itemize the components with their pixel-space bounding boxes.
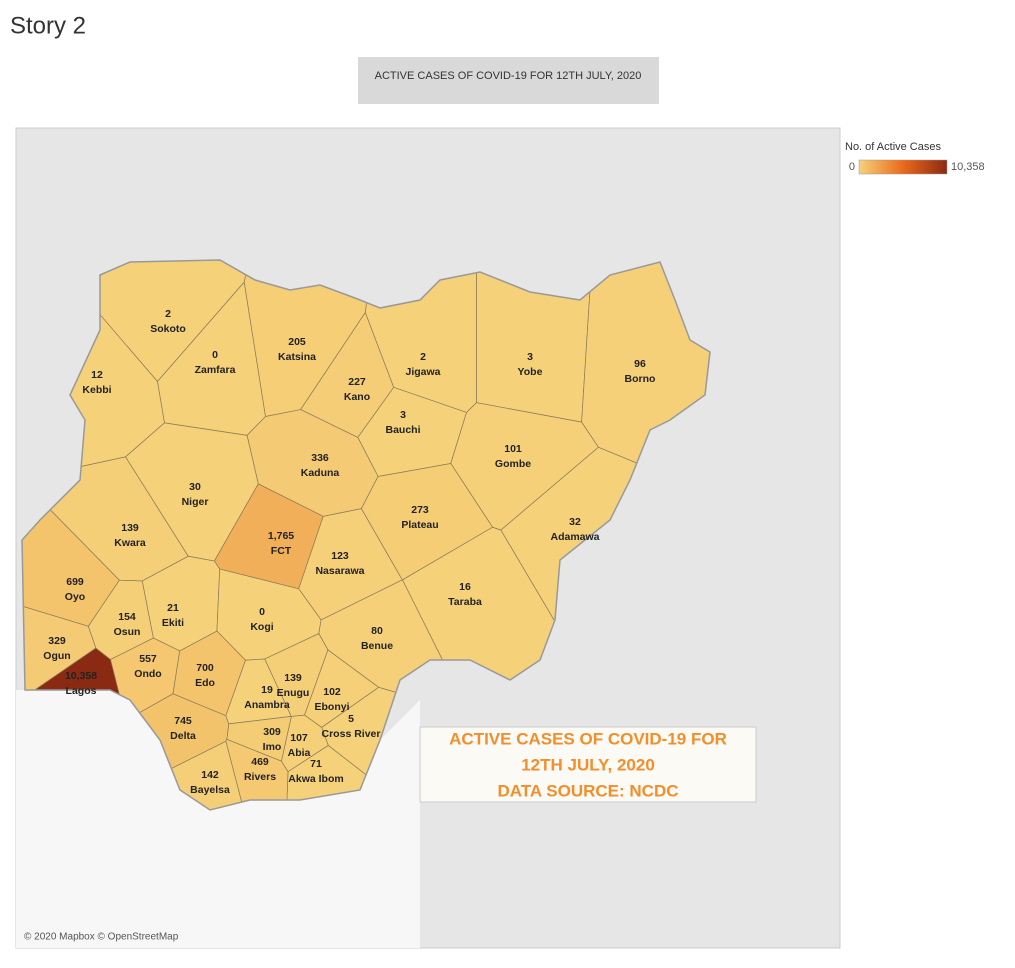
state-value: 205 — [288, 336, 306, 348]
state-value: 10,358 — [65, 670, 97, 682]
state-name: Kaduna — [301, 467, 340, 479]
state-value: 336 — [311, 452, 329, 464]
state-name: Anambra — [244, 699, 290, 711]
state-name: Edo — [195, 677, 215, 689]
state-value: 101 — [504, 443, 522, 455]
state-name: Osun — [114, 626, 141, 638]
state-name: Kebbi — [82, 384, 111, 396]
state-value: 3 — [527, 351, 533, 363]
state-name: Oyo — [65, 591, 85, 603]
state-value: 273 — [411, 504, 429, 516]
legend-bar — [858, 159, 948, 175]
state-value: 469 — [251, 756, 269, 768]
state-value: 1,765 — [268, 530, 294, 542]
state-name: Rivers — [244, 771, 276, 783]
state-name: Enugu — [277, 687, 310, 699]
state-value: 0 — [212, 349, 218, 361]
caption-box — [358, 57, 659, 104]
state-region — [225, 738, 289, 810]
state-name: Lagos — [66, 685, 97, 697]
state-name: Delta — [170, 730, 196, 742]
state-name: Katsina — [278, 351, 316, 363]
state-name: Akwa Ibom — [288, 773, 343, 785]
state-name: Adamawa — [550, 531, 599, 543]
state-name: Kano — [344, 391, 370, 403]
state-name: Bayelsa — [190, 784, 230, 796]
caption: ACTIVE CASES OF COVID-19 FOR 12TH JULY, … — [375, 70, 642, 82]
state-name: Gombe — [495, 458, 531, 470]
state-value: 21 — [167, 602, 179, 614]
state-value: 154 — [118, 611, 136, 623]
story-title: Story 2 — [10, 12, 86, 39]
state-name: Yobe — [518, 366, 543, 378]
state-value: 71 — [310, 758, 322, 770]
state-value: 0 — [259, 606, 265, 618]
legend-max: 10,358 — [951, 161, 985, 173]
state-value: 123 — [331, 550, 349, 562]
state-value: 102 — [323, 686, 341, 698]
state-name: Kwara — [114, 537, 146, 549]
attribution: © 2020 Mapbox © OpenStreetMap — [24, 932, 179, 943]
state-name: Ondo — [134, 668, 161, 680]
state-value: 16 — [459, 581, 471, 593]
state-value: 12 — [91, 369, 103, 381]
state-value: 745 — [174, 715, 192, 727]
state-value: 19 — [261, 684, 273, 696]
annotation-box — [419, 726, 757, 803]
state-value: 3 — [400, 409, 406, 421]
state-value: 309 — [263, 726, 281, 738]
state-value: 107 — [290, 732, 308, 744]
state-value: 96 — [634, 358, 646, 370]
state-name: Sokoto — [150, 323, 186, 335]
state-value: 139 — [121, 522, 139, 534]
state-name: Zamfara — [195, 364, 236, 376]
state-name: Kogi — [250, 621, 273, 633]
state-name: Taraba — [448, 596, 482, 608]
state-value: 557 — [139, 653, 157, 665]
state-value: 2 — [165, 308, 171, 320]
state-value: 139 — [284, 672, 302, 684]
legend-title: No. of Active Cases — [845, 141, 941, 153]
state-name: Ebonyi — [314, 701, 349, 713]
state-region — [22, 740, 281, 810]
legend-min: 0 — [849, 161, 855, 173]
state-name: Ogun — [43, 650, 70, 662]
state-labels: 2Sokoto0Zamfara12Kebbi205Katsina227Kano2… — [43, 308, 655, 796]
state-name: Abia — [288, 747, 311, 759]
state-value: 30 — [189, 481, 201, 493]
state-name: Benue — [361, 640, 393, 652]
state-name: Cross River — [322, 728, 381, 740]
state-value: 700 — [196, 662, 214, 674]
annotation: DATA SOURCE: NCDC — [497, 781, 678, 800]
state-name: Borno — [625, 373, 656, 385]
state-name: Bauchi — [385, 424, 420, 436]
state-name: Imo — [263, 741, 282, 753]
state-name: Jigawa — [405, 366, 440, 378]
state-name: FCT — [271, 545, 292, 557]
annotation: 12TH JULY, 2020 — [521, 755, 655, 774]
state-name: Nasarawa — [315, 565, 364, 577]
state-name: Ekiti — [162, 617, 184, 629]
state-value: 80 — [371, 625, 383, 637]
state-value: 32 — [569, 516, 581, 528]
state-name: Plateau — [401, 519, 438, 531]
state-value: 329 — [48, 635, 66, 647]
annotation: ACTIVE CASES OF COVID-19 FOR — [449, 729, 727, 748]
state-value: 5 — [348, 713, 354, 725]
state-value: 142 — [201, 769, 219, 781]
state-value: 227 — [348, 376, 366, 388]
ocean — [16, 690, 420, 948]
state-name: Niger — [182, 496, 209, 508]
state-value: 699 — [66, 576, 84, 588]
state-value: 2 — [420, 351, 426, 363]
